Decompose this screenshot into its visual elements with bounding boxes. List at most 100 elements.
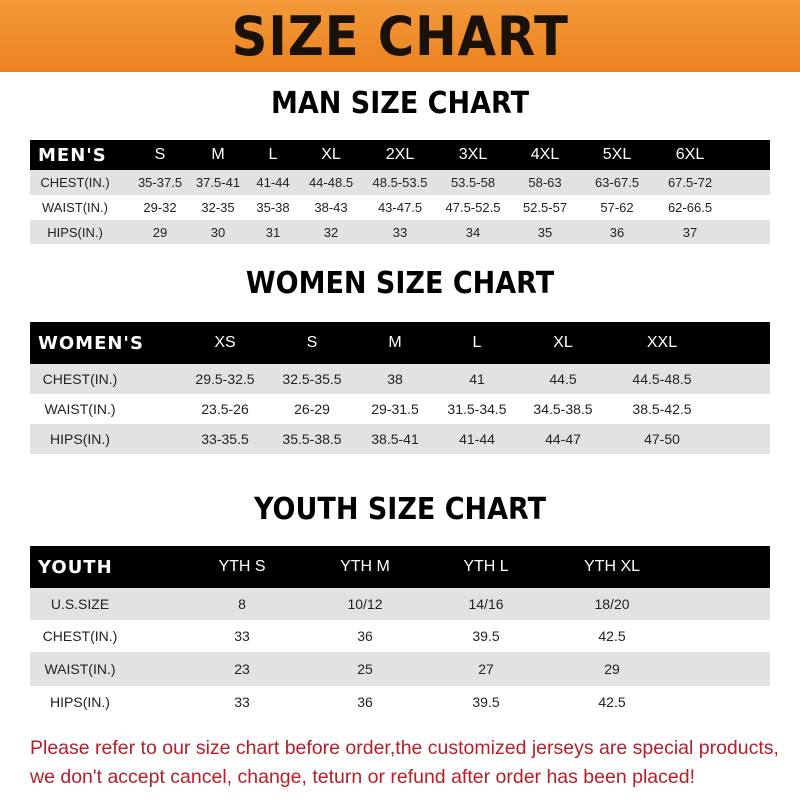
measurement-cell: 42.5	[598, 694, 626, 710]
size-header-cell: YTH XL	[583, 558, 641, 575]
measurement-cell: 34.5-38.5	[533, 401, 593, 417]
youth-size-table: YOUTH YTH S YTH M YTH L YTH XL U.S.SIZE 8 10/12…	[30, 546, 770, 718]
measurement-cell: 35.5-38.5	[282, 431, 342, 447]
size-header-cell: M	[211, 146, 225, 163]
measurement-cell: 31	[265, 224, 281, 240]
size-header-cell: XL	[553, 334, 573, 351]
measurement-cell: 36	[357, 628, 373, 644]
measurement-cell: 38.5-42.5	[632, 401, 692, 417]
youth-section-title: YOUTH SIZE CHART	[253, 492, 547, 527]
measurement-cell: 47-50	[644, 431, 680, 447]
size-header-cell: 5XL	[602, 146, 632, 163]
size-header-cell: L	[472, 334, 482, 351]
measurement-cell: 44.5-48.5	[632, 371, 692, 387]
measurement-cell: 42.5	[598, 628, 626, 644]
measurement-cell: 41-44	[256, 175, 290, 190]
measurement-cell: 41	[469, 371, 485, 387]
table-row: WAIST(IN.) 23.5-26 26-29 29-31.5 31.5-34.5 34…	[30, 394, 770, 424]
men-size-table: MEN'S S M L XL 2XL 3XL 4XL 5XL 6XL CHEST(IN.) 35-37…	[30, 140, 770, 244]
table-row: WAIST(IN.) 29-32 32-35 35-38 38-43 43-47.5 47.…	[30, 195, 770, 220]
measurement-cell: 58-63	[528, 175, 562, 190]
measurement-cell: 57-62	[600, 200, 634, 215]
measurement-cell: 38	[387, 371, 403, 387]
table-title-cell: WOMEN'S	[38, 332, 144, 354]
measurement-cell: 14/16	[468, 596, 504, 612]
measurement-cell: 32.5-35.5	[282, 371, 342, 387]
table-row: CHEST(IN.) 35-37.5 37.5-41 41-44 44-48.5 48.5…	[30, 170, 770, 195]
women-section-title: WOMEN SIZE CHART	[245, 266, 555, 301]
measurement-cell: 37.5-41	[195, 175, 241, 190]
measurement-cell: 35-38	[256, 200, 290, 215]
row-label: HIPS(IN.)	[50, 431, 110, 447]
size-header-cell: 2XL	[385, 146, 415, 163]
measurement-cell: 29	[604, 661, 620, 677]
size-header-cell: S	[154, 146, 166, 163]
row-label: HIPS(IN.)	[50, 694, 110, 710]
measurement-cell: 31.5-34.5	[447, 401, 507, 417]
measurement-cell: 48.5-53.5	[372, 175, 428, 190]
measurement-cell: 38.5-41	[371, 431, 419, 447]
measurement-cell: 32	[323, 224, 339, 240]
size-header-cell: XS	[214, 334, 236, 351]
measurement-cell: 41-44	[459, 431, 495, 447]
measurement-cell: 10/12	[347, 596, 383, 612]
measurement-cell: 33	[392, 224, 408, 240]
measurement-cell: 44-48.5	[308, 175, 354, 190]
table-row: CHEST(IN.) 29.5-32.5 32.5-35.5 38 41 44.5 44.5…	[30, 364, 770, 394]
measurement-cell: 35-37.5	[137, 175, 183, 190]
table-header-row: WOMEN'S XS S M L XL XXL	[30, 322, 770, 364]
measurement-cell: 53.5-58	[450, 175, 496, 190]
table-row: WAIST(IN.) 23 25 27 29	[30, 652, 770, 686]
measurement-cell: 39.5	[472, 694, 500, 710]
measurement-cell: 33	[234, 694, 250, 710]
women-size-table: WOMEN'S XS S M L XL XXL CHEST(IN.) 29.5-32.5 32.5…	[30, 322, 770, 454]
measurement-cell: 33	[234, 628, 250, 644]
measurement-cell: 52.5-57	[522, 200, 568, 215]
size-header-cell: M	[388, 334, 402, 351]
size-header-cell: 6XL	[675, 146, 705, 163]
notice-line-1: Please refer to our size chart before or…	[30, 737, 779, 759]
measurement-cell: 44.5	[549, 371, 577, 387]
measurement-cell: 29-31.5	[371, 401, 419, 417]
size-header-cell: YTH M	[340, 558, 390, 575]
measurement-cell: 44-47	[545, 431, 581, 447]
table-header-row: YOUTH YTH S YTH M YTH L YTH XL	[30, 546, 770, 588]
measurement-cell: 29.5-32.5	[195, 371, 255, 387]
measurement-cell: 25	[357, 661, 373, 677]
size-header-cell: L	[268, 146, 278, 163]
table-row: CHEST(IN.) 33 36 39.5 42.5	[30, 620, 770, 652]
measurement-cell: 29	[152, 224, 168, 240]
measurement-cell: 38-43	[314, 200, 348, 215]
measurement-cell: 26-29	[294, 401, 330, 417]
measurement-cell: 32-35	[201, 200, 235, 215]
measurement-cell: 36	[357, 694, 373, 710]
size-header-cell: XXL	[646, 334, 678, 351]
order-notice: Please refer to our size chart before or…	[30, 734, 790, 792]
size-header-cell: YTH L	[463, 558, 509, 575]
measurement-cell: 63-67.5	[594, 175, 640, 190]
size-header-cell: 4XL	[530, 146, 560, 163]
page-title: SIZE CHART	[231, 4, 569, 68]
size-header-cell: YTH S	[218, 558, 266, 575]
measurement-cell: 30	[210, 224, 226, 240]
row-label: WAIST(IN.)	[44, 401, 116, 417]
row-label: CHEST(IN.)	[42, 628, 118, 644]
table-row: U.S.SIZE 8 10/12 14/16 18/20	[30, 588, 770, 620]
measurement-cell: 35	[537, 224, 553, 240]
table-title-cell: MEN'S	[38, 144, 107, 166]
table-row: HIPS(IN.) 33-35.5 35.5-38.5 38.5-41 41-44 44-…	[30, 424, 770, 454]
measurement-cell: 62-66.5	[667, 200, 713, 215]
measurement-cell: 36	[609, 224, 625, 240]
table-row: HIPS(IN.) 33 36 39.5 42.5	[30, 686, 770, 718]
measurement-cell: 67.5-72	[667, 175, 713, 190]
measurement-cell: 8	[238, 596, 246, 612]
measurement-cell: 29-32	[143, 200, 177, 215]
measurement-cell: 27	[478, 661, 494, 677]
measurement-cell: 18/20	[594, 596, 630, 612]
row-label: CHEST(IN.)	[40, 175, 110, 190]
men-section-title: MAN SIZE CHART	[271, 86, 529, 121]
row-label: HIPS(IN.)	[47, 224, 103, 240]
row-label: CHEST(IN.)	[42, 371, 118, 387]
measurement-cell: 33-35.5	[201, 431, 249, 447]
size-chart-banner: SIZE CHART	[0, 0, 800, 72]
